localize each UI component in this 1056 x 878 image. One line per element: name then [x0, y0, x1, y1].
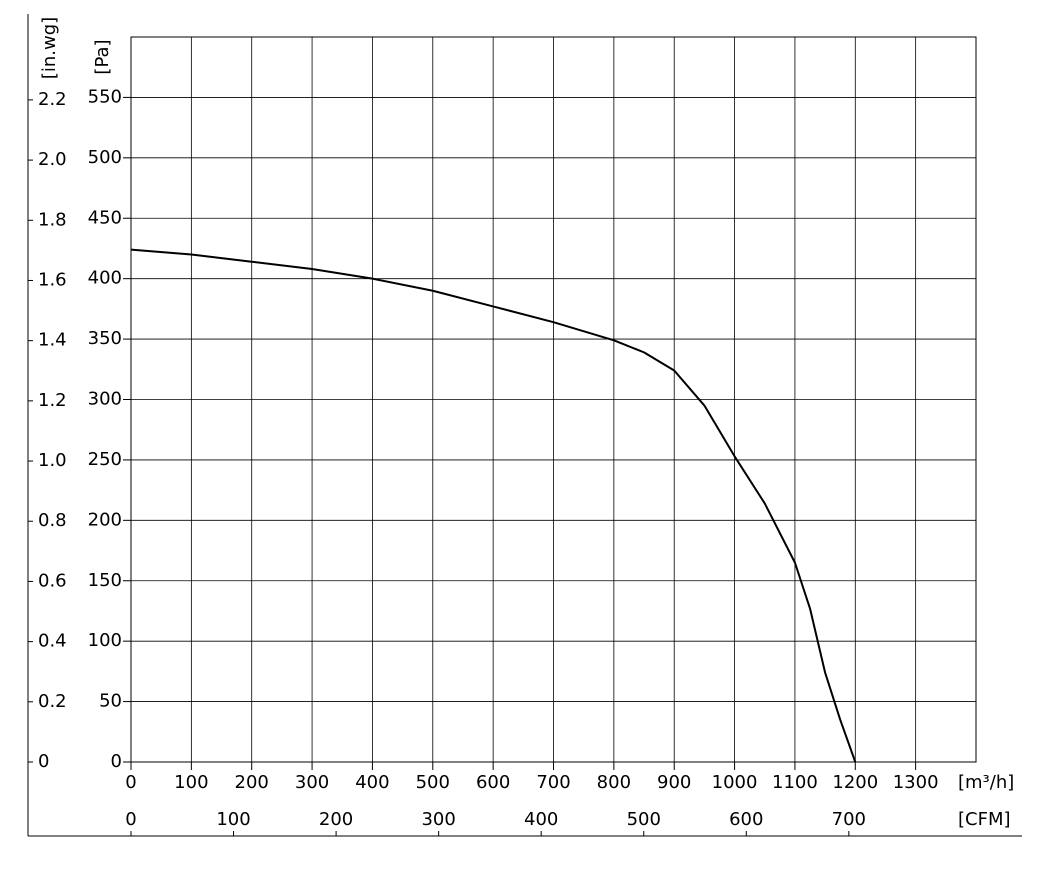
y2-tick-label: 0.2 [38, 691, 67, 712]
y2-tick-label: 0.6 [38, 570, 67, 591]
y-tick-label: 100 [88, 630, 122, 651]
x-tick-label: 1000 [712, 772, 758, 793]
y-unit: [Pa] [92, 39, 113, 74]
x-tick-label: 300 [295, 772, 329, 793]
x2-tick-label: 200 [319, 809, 353, 830]
y2-tick-label: 1.6 [38, 269, 67, 290]
x-tick-label: 500 [416, 772, 450, 793]
y-tick-label: 300 [88, 389, 122, 410]
y-tick-label: 550 [88, 86, 122, 107]
x2-tick-label: 0 [125, 809, 136, 830]
x2-tick-label: 500 [627, 809, 661, 830]
x-tick-label: 0 [125, 772, 136, 793]
x-tick-label: 1200 [832, 772, 878, 793]
x-tick-label: 700 [536, 772, 570, 793]
x2-tick-label: 300 [421, 809, 455, 830]
y2-tick-label: 1.8 [38, 209, 67, 230]
y-tick-label: 350 [88, 328, 122, 349]
y2-tick-label: 0 [38, 751, 49, 772]
y2-tick-label: 2.2 [38, 89, 67, 110]
x-tick-label: 1300 [893, 772, 939, 793]
y2-tick-label: 1.4 [38, 330, 67, 351]
x-tick-label: 200 [235, 772, 269, 793]
y2-tick-label: 2.0 [38, 149, 67, 170]
y-tick-label: 500 [88, 147, 122, 168]
x-tick-label: 800 [597, 772, 631, 793]
x-unit: [m³/h] [958, 772, 1014, 793]
x2-tick-label: 600 [729, 809, 763, 830]
y2-tick-label: 1.0 [38, 450, 67, 471]
y2-tick-label: 0.4 [38, 631, 67, 652]
x-tick-label: 900 [657, 772, 691, 793]
y-tick-label: 250 [88, 449, 122, 470]
x-tick-label: 600 [476, 772, 510, 793]
x2-tick-label: 400 [524, 809, 558, 830]
y2-tick-label: 0.8 [38, 510, 67, 531]
y-tick-label: 200 [88, 509, 122, 530]
y-tick-label: 150 [88, 570, 122, 591]
x-tick-label: 100 [174, 772, 208, 793]
y-tick-label: 400 [88, 268, 122, 289]
y-tick-label: 0 [111, 751, 122, 772]
x2-tick-label: 700 [832, 809, 866, 830]
x-tick-label: 400 [355, 772, 389, 793]
x-tick-label: 1100 [772, 772, 818, 793]
y2-unit: [in.wg] [39, 17, 60, 79]
x2-tick-label: 100 [216, 809, 250, 830]
x2-unit: [CFM] [958, 809, 1011, 830]
y-tick-label: 50 [99, 691, 122, 712]
curve [130, 248, 857, 763]
y-tick-label: 450 [88, 207, 122, 228]
y2-tick-label: 1.2 [38, 390, 67, 411]
